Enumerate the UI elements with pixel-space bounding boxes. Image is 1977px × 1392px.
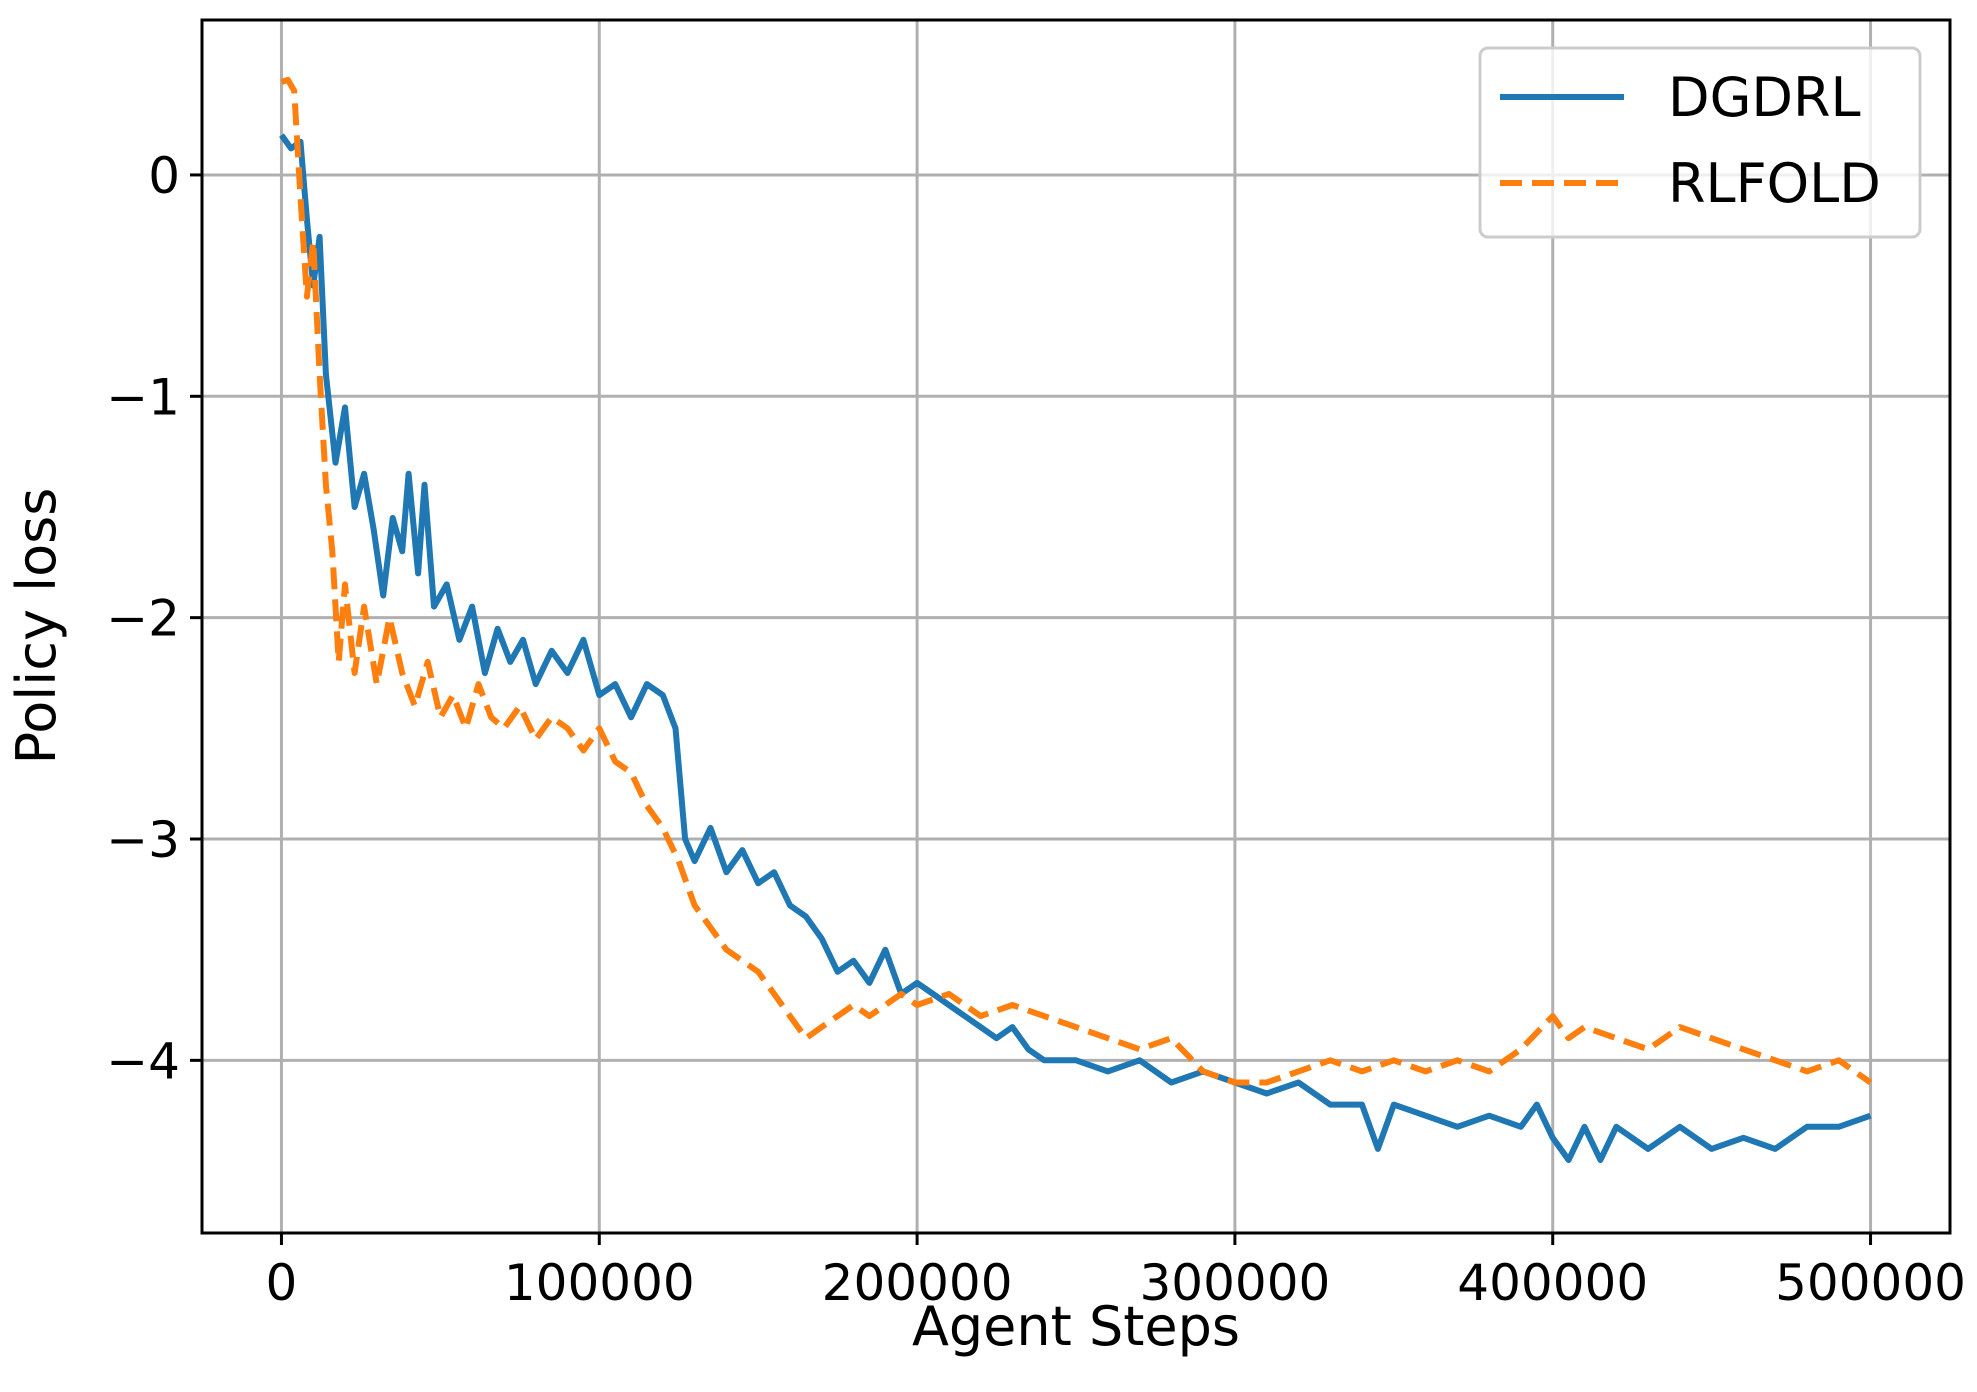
y-tick-label: 0	[148, 147, 180, 205]
y-tick: 0	[148, 147, 202, 205]
legend-label-rlfold: RLFOLD	[1668, 152, 1881, 215]
x-tick: 200000	[822, 1233, 1013, 1312]
y-tick: −1	[106, 368, 202, 426]
series-line-dgdrl	[279, 133, 1872, 1163]
x-tick-label: 0	[266, 1254, 298, 1312]
x-tick-label: 200000	[822, 1254, 1013, 1312]
series-layer	[279, 76, 1873, 1163]
legend-label-dgdrl: DGDRL	[1668, 66, 1861, 129]
legend: DGDRL RLFOLD	[1478, 46, 1922, 239]
y-axis-label: Policy loss	[5, 488, 68, 765]
x-tick: 100000	[504, 1233, 695, 1312]
y-tick-label: −4	[106, 1032, 180, 1090]
y-tick-label: −1	[106, 368, 180, 426]
y-tick: −3	[106, 811, 202, 869]
x-tick-label: 300000	[1139, 1254, 1330, 1312]
x-tick-label: 500000	[1775, 1254, 1966, 1312]
x-tick-label: 100000	[504, 1254, 695, 1312]
y-tick: −2	[106, 590, 202, 648]
plot-frame	[200, 18, 1952, 1235]
y-tick-label: −3	[106, 811, 180, 869]
x-tick: 0	[266, 1233, 298, 1312]
x-tick: 400000	[1457, 1233, 1648, 1312]
x-tick-label: 400000	[1457, 1254, 1648, 1312]
y-tick: −4	[106, 1032, 202, 1090]
x-tick: 300000	[1139, 1233, 1330, 1312]
y-tick-label: −2	[106, 590, 180, 648]
y-axis-ticks: 0 −1 −2 −3 −4	[106, 147, 202, 1090]
x-tick: 500000	[1775, 1233, 1966, 1312]
x-axis-ticks: 0 100000 200000 300000 400000 500000	[266, 1233, 1966, 1312]
series-line-rlfold	[280, 76, 1873, 1086]
x-axis-label: Agent Steps	[912, 1295, 1240, 1358]
